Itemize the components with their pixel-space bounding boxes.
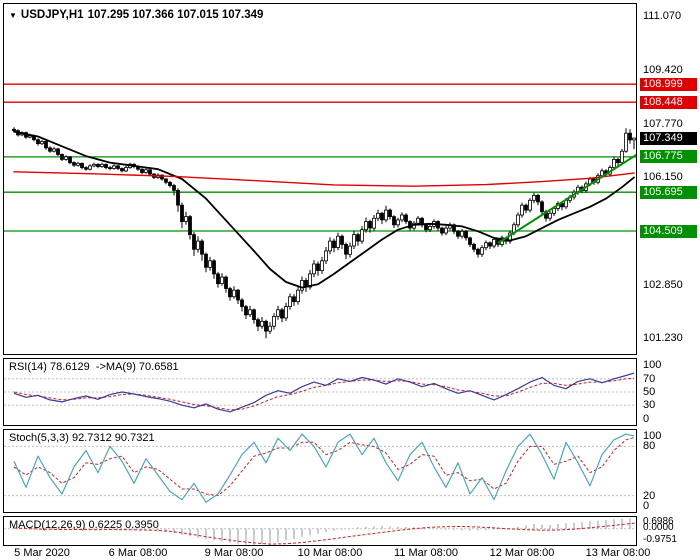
price-tick: 102.850 [643,279,683,291]
main-chart-panel[interactable]: ▼ USDJPY,H1 107.295 107.366 107.015 107.… [3,3,637,355]
scale-tick: 30 [643,399,656,411]
current-price-badge: 107.349 [640,132,697,145]
date-label: 6 Mar 08:00 [108,547,168,559]
price-tick: 111.070 [643,10,682,22]
level-price-badge: 106.775 [640,150,697,163]
rsi-scale-axis: 100 70 50 30 0 [640,359,698,425]
ohlc-values: 107.295 107.366 107.015 107.349 [87,9,264,21]
scale-tick: 20 [643,490,656,502]
symbol-dropdown-icon[interactable]: ▼ [9,10,17,20]
date-label: 10 Mar 08:00 [297,547,363,559]
scale-tick: 80 [643,440,656,452]
rsi-main-line [13,372,635,413]
stoch-signal-line [13,437,635,497]
price-tick: 107.770 [643,118,683,130]
price-tick: 101.230 [643,332,683,344]
level-price-badge: 104.509 [640,225,697,238]
macd-panel[interactable]: MACD(12,26,9) 0.6225 0.3950 [3,516,637,546]
ma-line-black[interactable] [13,130,635,289]
scale-tick: 0.6986 [643,516,674,527]
scale-tick: 50 [643,386,656,398]
time-axis[interactable]: 5 Mar 2020 6 Mar 08:00 9 Mar 08:00 10 Mar 0… [4,547,650,560]
price-scale-axis[interactable]: 111.070 109.420 107.770 106.150 102.850 101.2… [640,4,698,354]
price-tick: 106.150 [643,171,683,183]
trendline[interactable] [497,151,636,244]
rsi-plot [4,372,636,413]
chart-title: ▼ USDJPY,H1 107.295 107.366 107.015 107.… [9,9,263,21]
stochastic-scale-axis: 100 80 20 0 [640,430,698,512]
rsi-panel[interactable]: RSI(14) 78.6129 ->MA(9) 70.6581 [3,358,637,426]
date-label: 12 Mar 08:00 [489,547,555,559]
stoch-main-line [13,433,635,503]
stochastic-label: Stoch(5,3,3) 92.7312 90.7321 [9,432,155,444]
date-label: 11 Mar 08:00 [393,547,459,559]
macd-scale-axis: 0.6986 0.0000 -0.9751 [640,517,698,545]
level-price-badge: 105.695 [640,186,697,199]
price-tick: 109.420 [643,64,683,76]
scale-tick: 100 [643,359,662,371]
scale-tick: 0 [643,413,650,425]
macd-signal-line [13,522,635,545]
level-price-badge: 108.999 [640,78,697,91]
macd-label: MACD(12,26,9) 0.6225 0.3950 [9,519,159,531]
stochastic-panel[interactable]: Stoch(5,3,3) 92.7312 90.7321 [3,429,637,513]
scale-tick: 0 [643,500,650,512]
price-plot [4,83,636,339]
rsi-label: RSI(14) 78.6129 ->MA(9) 70.6581 [9,361,179,373]
scale-tick: 100 [643,430,662,442]
macd-plot [4,518,636,545]
stochastic-plot [4,433,636,503]
scale-tick: 0.0000 [643,522,674,533]
date-label: 5 Mar 2020 [14,547,70,559]
scale-tick: -0.9751 [643,534,677,545]
date-label: 9 Mar 08:00 [204,547,264,559]
candles [12,127,636,339]
symbol-timeframe-label: USDJPY,H1 [20,9,84,21]
ma-line-red[interactable] [13,171,635,187]
date-label: 13 Mar 08:00 [585,547,651,559]
level-price-badge: 108.448 [640,96,697,109]
scale-tick: 70 [643,373,656,385]
